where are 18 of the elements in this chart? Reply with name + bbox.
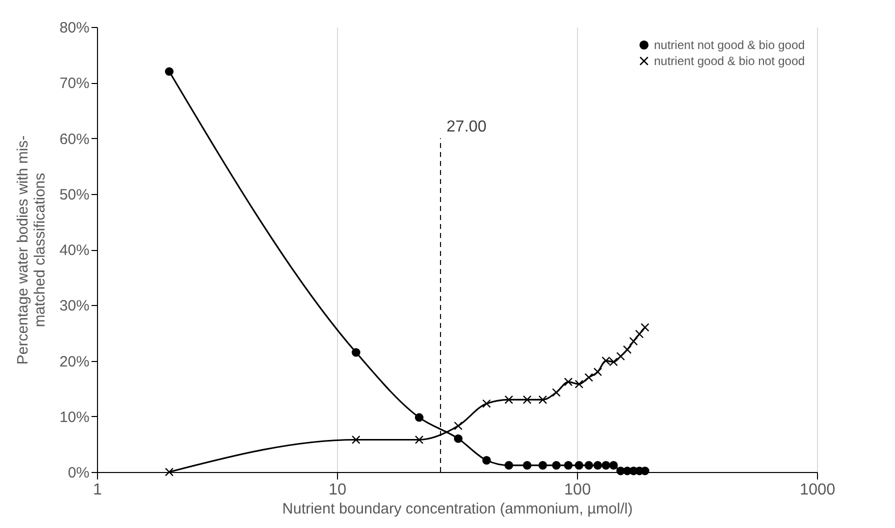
y-tick-label: 10% bbox=[59, 408, 90, 426]
y-tick-label: 50% bbox=[59, 186, 90, 204]
legend-label: nutrient good & bio not good bbox=[654, 54, 805, 68]
x-tick-label: 10 bbox=[328, 482, 346, 498]
x-tick-label: 1000 bbox=[800, 482, 836, 498]
y-tick-label: 60% bbox=[59, 130, 90, 148]
legend-label: nutrient not good & bio good bbox=[654, 38, 805, 52]
x-axis-title: Nutrient boundary concentration (ammonium, µmol/l) bbox=[282, 500, 633, 518]
y-tick-label: 40% bbox=[59, 242, 90, 259]
y-tick-label: 80% bbox=[59, 20, 90, 36]
y-tick-label: 30% bbox=[59, 298, 90, 315]
y-axis-title: Percentage water bodies with mis-matched classifications bbox=[14, 135, 48, 365]
y-tick-label: 20% bbox=[59, 353, 90, 370]
ref-line-label: 27.00 bbox=[446, 118, 487, 136]
y-tick-label: 0% bbox=[68, 464, 90, 482]
x-tick-label: 100 bbox=[564, 482, 591, 498]
x-tick-label: 1 bbox=[93, 482, 102, 498]
y-tick-label: 70% bbox=[59, 75, 90, 92]
